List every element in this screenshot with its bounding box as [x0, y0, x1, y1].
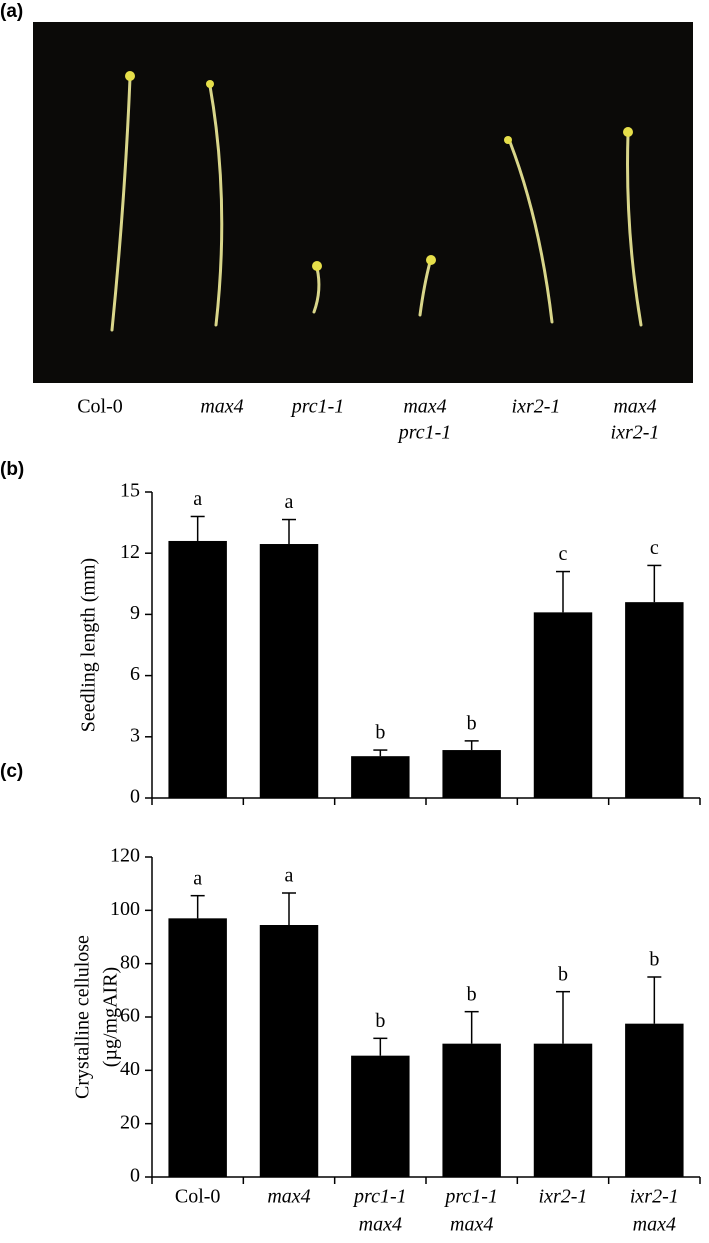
- significance-letter: c: [559, 543, 568, 565]
- bar: [442, 750, 501, 798]
- y-tick-label: 40: [120, 1058, 140, 1080]
- bar: [351, 756, 410, 798]
- seedlings: [110, 76, 643, 332]
- y-axis-label: Crystalline cellulose: [72, 935, 94, 1099]
- y-tick-label: 80: [120, 951, 140, 973]
- photo-caption: prc1-1: [397, 422, 452, 444]
- photo-caption: max4: [200, 396, 243, 418]
- x-tick-label: max4: [359, 1214, 402, 1236]
- bar: [533, 612, 593, 798]
- bar: [442, 1043, 501, 1177]
- photo-caption: ixr2-1: [512, 396, 561, 418]
- x-tick-label: max4: [450, 1214, 493, 1236]
- significance-letter: b: [467, 983, 477, 1005]
- bar: [259, 544, 319, 798]
- significance-letter: a: [193, 867, 202, 889]
- x-tick-label: prc1-1: [352, 1186, 407, 1208]
- x-tick-label: max4: [633, 1214, 676, 1236]
- seedling-photo: [33, 22, 693, 383]
- significance-letter: b: [375, 1010, 385, 1032]
- photo-caption: Col-0: [77, 396, 123, 418]
- y-tick-label: 3: [130, 724, 140, 746]
- x-tick-label: ixr2-1: [539, 1186, 588, 1208]
- bar: [259, 925, 319, 1177]
- y-axis-label: Seedling length (mm): [78, 558, 100, 732]
- bar: [168, 540, 227, 798]
- bar: [168, 918, 227, 1177]
- panel-label: (a): [0, 1, 23, 22]
- significance-letter: b: [375, 722, 385, 744]
- y-tick-label: 100: [110, 898, 140, 920]
- bar: [533, 1043, 593, 1177]
- y-tick-label: 60: [120, 1005, 140, 1027]
- significance-letter: b: [558, 963, 568, 985]
- y-tick-label: 0: [130, 786, 140, 808]
- x-tick-label: max4: [267, 1186, 310, 1208]
- x-tick-label: ixr2-1: [630, 1186, 679, 1208]
- x-tick-label: Col-0: [175, 1186, 221, 1208]
- y-tick-label: 9: [130, 602, 140, 624]
- significance-letter: a: [285, 491, 294, 513]
- y-tick-label: 15: [120, 480, 140, 502]
- bar: [625, 602, 684, 798]
- significance-letter: a: [285, 865, 294, 887]
- photo-caption: max4: [613, 396, 656, 418]
- photo-caption: ixr2-1: [611, 422, 660, 444]
- bar: [351, 1055, 410, 1177]
- photo-caption: max4: [403, 396, 446, 418]
- significance-letter: a: [193, 488, 202, 510]
- y-tick-label: 20: [120, 1111, 140, 1133]
- y-tick-label: 12: [120, 541, 140, 563]
- bar: [625, 1023, 684, 1177]
- panel-label: (c): [0, 761, 23, 782]
- x-tick-label: prc1-1: [443, 1186, 498, 1208]
- y-axis-label: (µg/mgAIR): [100, 967, 122, 1067]
- panel-label: (b): [0, 459, 24, 480]
- cotyledons: [125, 71, 633, 271]
- y-tick-label: 120: [110, 845, 140, 867]
- photo-caption: prc1-1: [290, 396, 345, 418]
- significance-letter: b: [467, 712, 477, 734]
- y-tick-label: 6: [130, 663, 140, 685]
- y-tick-label: 0: [130, 1165, 140, 1187]
- significance-letter: b: [649, 949, 659, 971]
- significance-letter: c: [650, 537, 659, 559]
